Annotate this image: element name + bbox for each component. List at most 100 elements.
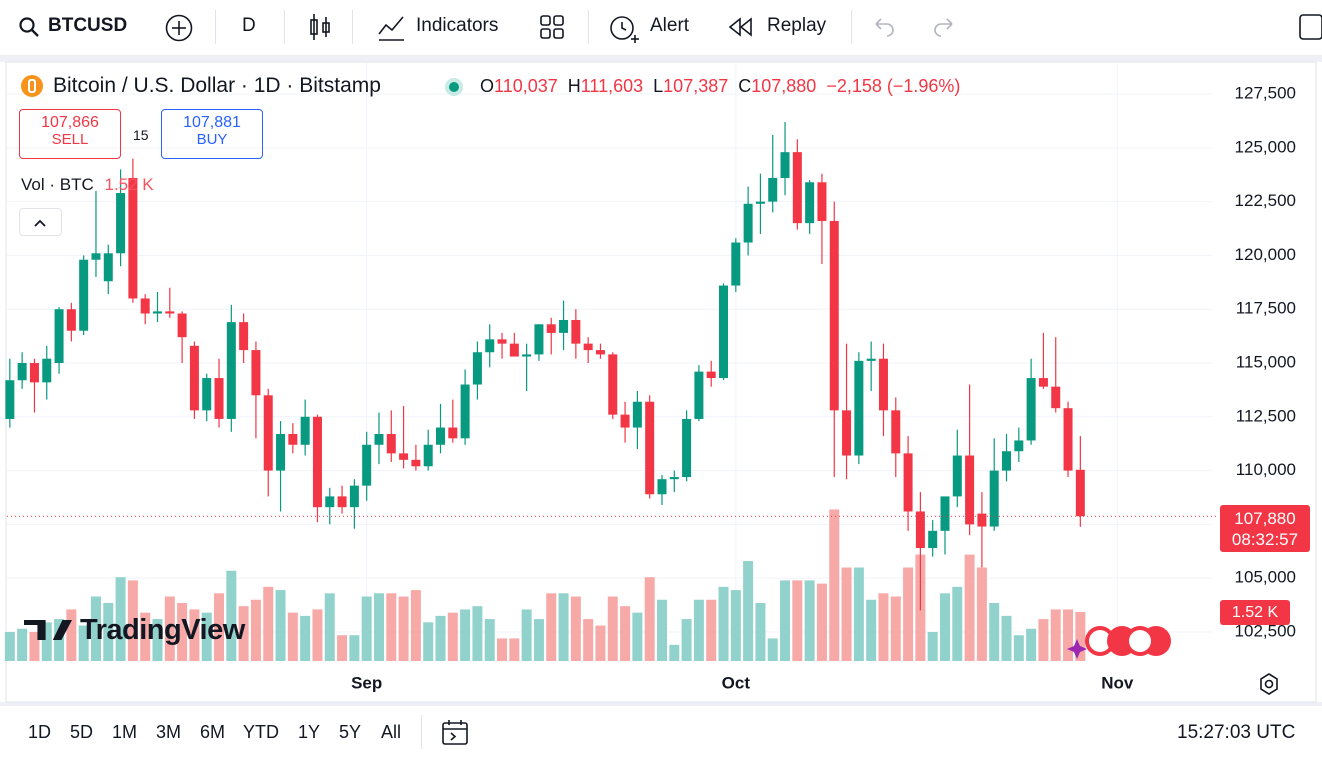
symbol[interactable]: BTCUSD <box>48 15 128 36</box>
settings-icon[interactable] <box>1257 672 1281 696</box>
volume-bar <box>939 593 950 661</box>
candle-body <box>79 259 89 331</box>
candle-body <box>829 221 839 411</box>
candle-body <box>152 311 162 314</box>
candle-body <box>694 371 704 419</box>
candle-body <box>866 358 876 361</box>
collapse-button[interactable] <box>19 208 62 236</box>
volume-bar <box>1026 628 1037 661</box>
volume-bar <box>164 596 175 661</box>
volume-bar <box>706 599 717 661</box>
candle-body <box>780 152 790 178</box>
search-icon[interactable] <box>18 16 40 38</box>
candle-body <box>608 354 618 415</box>
separator <box>588 10 589 44</box>
volume-bar <box>521 609 532 661</box>
date-range-icon[interactable] <box>441 718 471 748</box>
y-tick-label: 115,000 <box>1236 352 1296 371</box>
sell-button[interactable]: 107,866 SELL <box>19 109 121 159</box>
range-button[interactable]: All <box>381 722 402 742</box>
y-tick-label: 117,500 <box>1236 299 1296 318</box>
volume-name: Vol · BTC <box>21 175 94 194</box>
candle-body <box>497 339 507 344</box>
volume-legend: Vol · BTC 1.52 K <box>21 175 154 195</box>
buy-button[interactable]: 107,881 BUY <box>161 109 263 159</box>
candle-body <box>743 203 753 243</box>
replay-button[interactable]: Replay <box>767 15 827 36</box>
candle-body <box>805 182 815 224</box>
candle-body <box>977 513 987 527</box>
volume-bar <box>484 619 495 661</box>
volume-bar <box>349 635 360 661</box>
panel-icon[interactable] <box>1298 13 1322 41</box>
volume-bar <box>250 599 261 661</box>
divider <box>0 702 1322 706</box>
x-tick-label: Oct <box>722 673 751 692</box>
candle-body <box>300 416 310 445</box>
volume-bar <box>214 593 225 661</box>
range-button[interactable]: 1M <box>112 722 138 742</box>
indicators-icon[interactable] <box>376 12 406 42</box>
candle-body <box>91 253 101 260</box>
volume-bar <box>1038 619 1049 661</box>
range-button[interactable]: YTD <box>243 722 279 742</box>
volume-bar <box>669 644 680 661</box>
range-button[interactable]: 1Y <box>298 722 321 742</box>
y-tick-label: 112,500 <box>1236 406 1296 425</box>
replay-icon[interactable] <box>728 17 754 37</box>
candle-body <box>706 371 716 379</box>
candle-body <box>226 322 236 419</box>
add-icon[interactable] <box>164 13 194 43</box>
candle-body <box>854 360 864 456</box>
candle-body <box>534 324 544 355</box>
separator <box>851 10 852 44</box>
range-button[interactable]: 6M <box>200 722 226 742</box>
volume-bar <box>78 625 89 661</box>
volume-bar <box>533 619 544 661</box>
indicators-button[interactable]: Indicators <box>416 15 499 36</box>
candle-body <box>669 477 679 480</box>
range-button[interactable]: 3M <box>156 722 182 742</box>
candle-body <box>965 455 975 525</box>
volume-bar <box>472 606 483 661</box>
candle-body <box>349 485 359 508</box>
candle-body <box>436 427 446 445</box>
spread: 15 <box>133 127 149 143</box>
ohlc-letter: C <box>738 76 752 96</box>
candle-body <box>620 414 630 428</box>
range-button[interactable]: 5Y <box>339 722 362 742</box>
candle-body <box>595 350 605 355</box>
volume-bar <box>435 615 446 661</box>
range-button[interactable]: 5D <box>70 722 94 742</box>
event-icons[interactable] <box>1066 624 1182 660</box>
countdown: 08:32:57 <box>1231 530 1299 549</box>
candle-body <box>1075 469 1085 517</box>
candle-body <box>460 384 470 439</box>
range-button[interactable]: 1D <box>28 722 52 742</box>
candle-body <box>165 311 175 314</box>
volume-price-label: 1.52 K <box>1220 600 1290 625</box>
x-tick-label: Sep <box>351 673 382 692</box>
volume-bar <box>263 586 274 661</box>
candle-body <box>325 496 335 508</box>
volume-bar <box>398 596 409 661</box>
candle-body <box>5 380 15 419</box>
alert-icon[interactable] <box>607 11 641 45</box>
undo-redo[interactable] <box>872 16 962 38</box>
candle-body <box>719 285 729 379</box>
candle-body <box>472 352 482 385</box>
volume-bar <box>361 596 372 661</box>
candle-body <box>42 358 52 383</box>
volume-bar <box>681 619 692 661</box>
candle-body <box>878 358 888 411</box>
volume-bar <box>1001 615 1012 661</box>
layouts-icon[interactable] <box>540 15 566 41</box>
candle-body <box>755 201 765 204</box>
volume-bar <box>976 567 987 661</box>
interval[interactable]: D <box>242 15 256 36</box>
candles-icon[interactable] <box>306 12 334 42</box>
candle-body <box>116 193 126 254</box>
alert-button[interactable]: Alert <box>650 15 690 36</box>
